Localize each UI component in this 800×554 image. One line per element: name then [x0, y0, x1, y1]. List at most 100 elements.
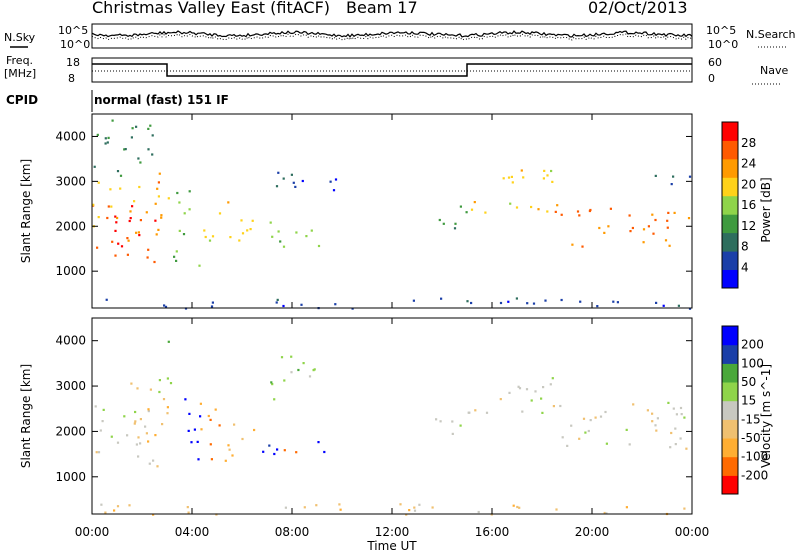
power-cell — [598, 227, 600, 229]
power-cell — [108, 137, 110, 139]
power-cell — [229, 236, 231, 238]
velocity-cell — [588, 430, 590, 432]
cpid-value: normal (fast) 151 IF — [94, 93, 229, 107]
power-cell — [242, 232, 244, 234]
power-cell — [550, 170, 552, 172]
power-colorbar-segment — [722, 196, 738, 215]
power-cell — [183, 233, 185, 235]
velocity-cell — [452, 433, 454, 435]
power-cell — [138, 234, 140, 236]
velocity-cell — [219, 424, 221, 426]
power-cell — [157, 229, 159, 231]
cpid-label: CPID — [6, 93, 38, 107]
power-cell — [276, 301, 278, 303]
power-cell — [276, 185, 278, 187]
power-cell — [147, 249, 149, 251]
velocity-cell — [136, 443, 138, 445]
nave-tick-top: 60 — [708, 56, 722, 69]
velocity-colorbar-segment — [722, 419, 738, 438]
velocity-cell — [541, 412, 543, 414]
velocity-cell — [584, 432, 586, 434]
power-cell — [607, 225, 609, 227]
velocity-cell — [208, 415, 210, 417]
velocity-cell — [187, 506, 189, 508]
power-cell — [279, 240, 281, 242]
velocity-cell — [168, 341, 170, 343]
power-cell — [189, 190, 191, 192]
velocity-cell — [144, 426, 146, 428]
power-cell — [240, 219, 242, 221]
power-cell — [333, 189, 335, 191]
power-cell — [454, 223, 456, 225]
velocity-cell — [149, 463, 151, 465]
power-cell — [278, 230, 280, 232]
power-cell — [179, 230, 181, 232]
velocity-colorbar-segment — [722, 457, 738, 476]
velocity-cell — [315, 504, 317, 506]
power-cell — [139, 161, 141, 163]
velocity-cell — [519, 387, 521, 389]
power-cell — [227, 201, 229, 203]
velocity-cell — [197, 441, 199, 443]
power-cell — [250, 228, 252, 230]
power-cell — [151, 153, 153, 155]
velocity-cell — [262, 451, 264, 453]
power-cell — [643, 241, 645, 243]
velocity-cell — [500, 398, 502, 400]
velocity-cell — [521, 411, 523, 413]
power-cell — [678, 305, 680, 307]
power-cell — [114, 255, 116, 257]
power-cell — [120, 175, 122, 177]
velocity-cell — [513, 505, 515, 507]
power-cell — [667, 227, 669, 229]
velocity-cell — [340, 509, 342, 511]
power-cell — [211, 305, 213, 307]
power-cell — [175, 260, 177, 262]
time-tick-label: 00:00 — [75, 525, 110, 539]
power-cell — [184, 212, 186, 214]
velocity-colorbar-segment — [722, 438, 738, 457]
velocity-cell — [199, 415, 201, 417]
power-cell — [176, 250, 178, 252]
velocity-cell — [229, 449, 231, 451]
velocity-cell — [147, 440, 149, 442]
power-cell — [330, 181, 332, 183]
velocity-cell — [552, 377, 554, 379]
velocity-colorbar-tick: -50 — [741, 431, 761, 445]
power-cell — [98, 216, 100, 218]
power-cell — [138, 231, 140, 233]
power-cell — [522, 176, 524, 178]
power-cell — [589, 209, 591, 211]
power-cell — [674, 212, 676, 214]
power-cell — [334, 303, 336, 305]
velocity-cell — [632, 403, 634, 405]
velocity-cell — [669, 446, 671, 448]
power-cell — [105, 137, 107, 139]
power-cell — [252, 220, 254, 222]
velocity-colorbar-tick: -15 — [741, 412, 761, 426]
power-colorbar-segment — [722, 214, 738, 233]
power-cell — [96, 247, 98, 249]
power-cell — [665, 239, 667, 241]
power-colorbar-tick: 16 — [741, 198, 756, 212]
velocity-cell — [197, 458, 199, 460]
power-cell — [516, 297, 518, 299]
power-cell — [117, 170, 119, 172]
velocity-cell — [200, 403, 202, 405]
velocity-cell — [542, 386, 544, 388]
velocity-cell — [435, 418, 437, 420]
nsearch-trace — [92, 34, 692, 40]
power-cell — [149, 125, 151, 127]
velocity-cell — [440, 420, 442, 422]
power-colorbar-tick: 8 — [741, 240, 749, 254]
velocity-cell — [414, 510, 416, 512]
velocity-cell — [314, 368, 316, 370]
velocity-cell — [540, 398, 542, 400]
power-colorbar-segment — [722, 233, 738, 252]
power-cell — [688, 217, 690, 219]
velocity-cell — [154, 434, 156, 436]
power-cell — [612, 301, 614, 303]
power-cell — [178, 201, 180, 203]
power-cell — [516, 206, 518, 208]
power-cell — [629, 214, 631, 216]
